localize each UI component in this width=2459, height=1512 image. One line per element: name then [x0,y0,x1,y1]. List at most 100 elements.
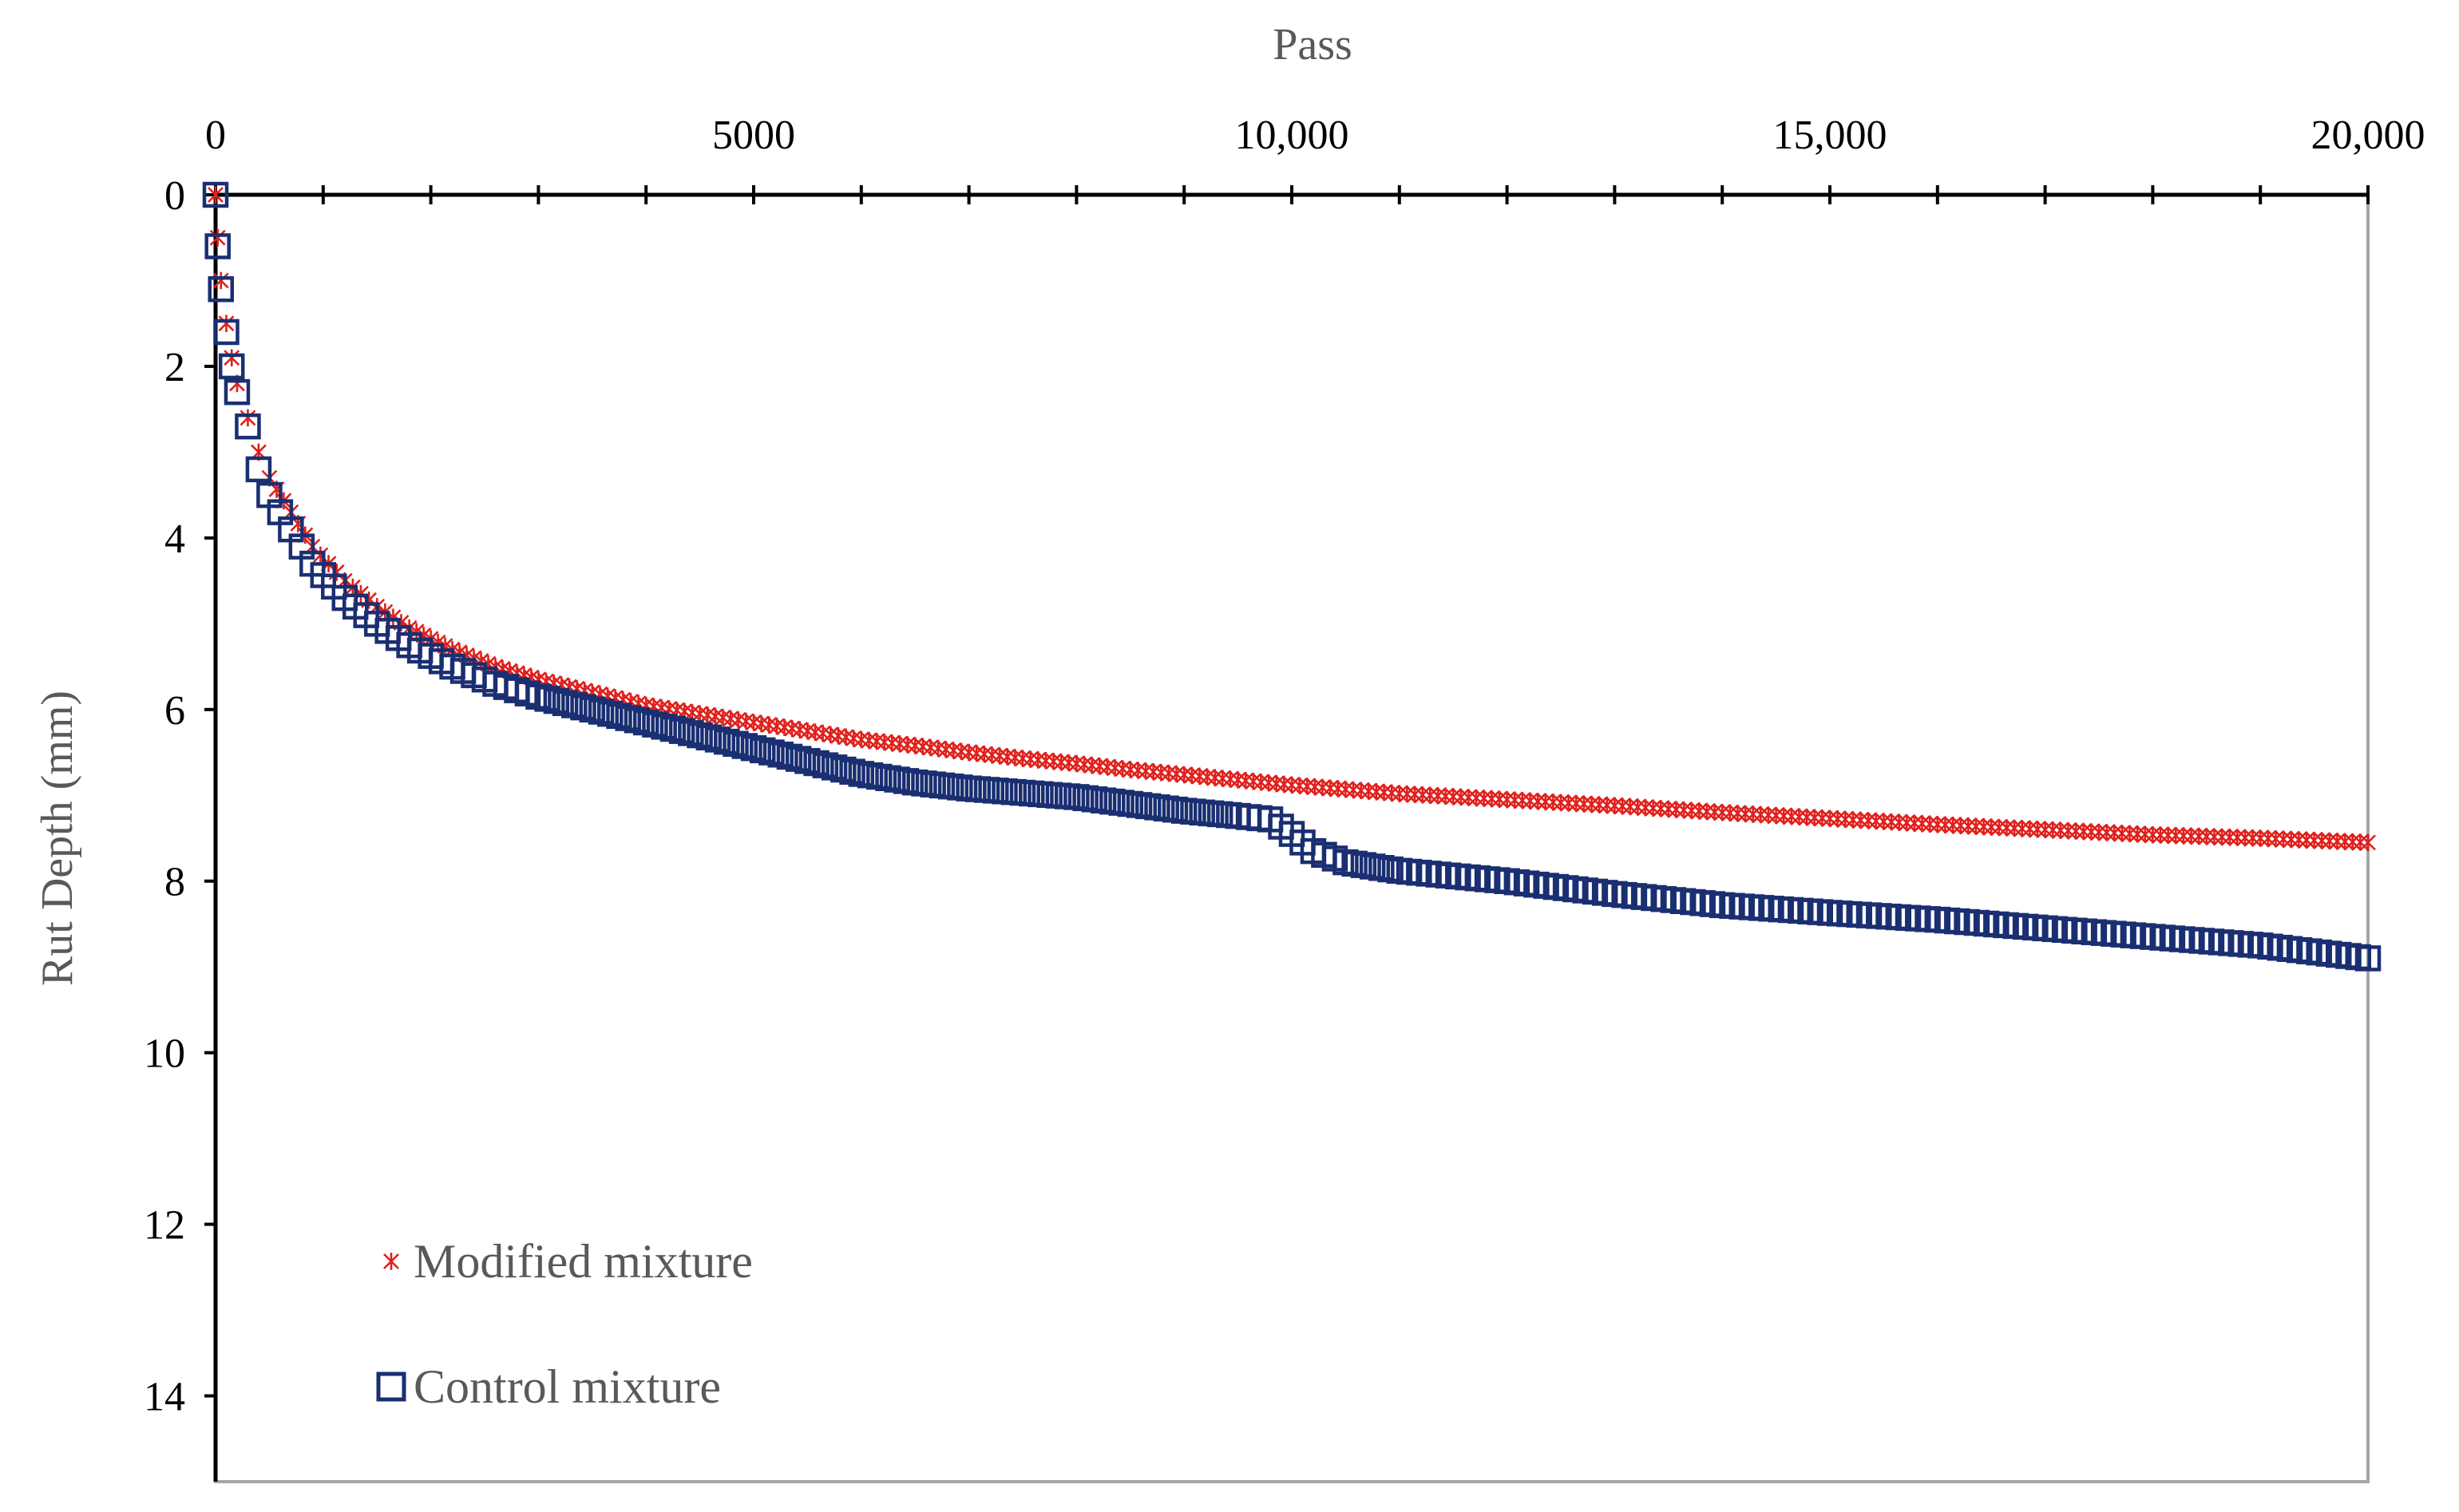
modified-point-277 [2321,832,2338,850]
control-point-60 [767,741,794,768]
modified-point-282 [2360,833,2376,852]
modified-point-243 [2060,821,2077,840]
modified-point-247 [2091,823,2107,841]
modified-point-120 [1115,760,1131,778]
modified-point-248 [2098,824,2115,841]
modified-point-264 [2221,828,2238,846]
control-point-51 [687,722,713,749]
control-point-48 [659,715,687,742]
modified-point-270 [2267,829,2284,848]
control-point-62 [785,746,812,772]
modified-point-269 [2259,829,2276,848]
modified-point-274 [2299,831,2314,849]
x-tick-label-1: 5000 [712,113,795,158]
control-point-65 [812,752,839,778]
modified-point-266 [2237,829,2253,847]
modified-point-238 [2021,820,2038,838]
modified-point-95 [922,738,939,757]
modified-point-6 [240,409,256,427]
control-point-42 [606,703,632,730]
modified-point-108 [1022,750,1039,768]
modified-point-25 [393,614,410,631]
modified-point-276 [2314,832,2330,849]
modified-point-4 [224,349,240,366]
modified-point-265 [2229,829,2246,846]
series-square [202,181,2382,972]
y-tick-label-5: 10 [144,1031,185,1077]
modified-point-268 [2252,829,2269,847]
modified-point-262 [2206,828,2223,845]
control-point-61 [776,743,803,770]
y-axis-title: Rut Depth (mm) [33,691,82,986]
modified-point-0 [208,186,224,204]
modified-point-115 [1076,755,1092,774]
modified-point-271 [2275,830,2292,848]
modified-point-251 [2121,825,2138,843]
modified-point-242 [2052,821,2069,839]
modified-point-103 [984,746,1000,764]
modified-point-1 [209,228,226,247]
control-point-36 [552,690,579,716]
y-tick-label-7: 14 [144,1375,185,1420]
control-point-55 [723,730,749,758]
modified-point-226 [1929,816,1946,833]
control-point-67 [830,756,857,783]
modified-point-136 [1237,772,1254,790]
modified-point-246 [2083,823,2100,841]
modified-point-87 [861,731,877,750]
y-tick-label-6: 12 [144,1203,185,1249]
modified-point-141 [1276,775,1293,794]
control-point-33 [525,683,552,710]
modified-point-112 [1053,753,1070,771]
legend: Modified mixture Control mixture [376,1235,753,1413]
control-point-46 [642,711,668,738]
control-point-41 [597,700,624,727]
modified-point-134 [1222,770,1238,788]
modified-point-139 [1261,774,1277,792]
control-point-52 [695,724,723,750]
modified-point-113 [1060,754,1077,772]
modified-point-227 [1937,816,1954,834]
control-point-50 [678,720,704,746]
modified-point-259 [2183,827,2200,845]
modified-point-130 [1191,767,1208,786]
control-point-45 [632,709,659,736]
modified-point-241 [2045,821,2061,839]
modified-point-231 [1968,817,1984,835]
modified-point-99 [953,742,969,761]
control-point-3 [213,319,240,346]
control-point-34 [534,686,560,712]
modified-point-127 [1168,765,1185,783]
modified-point-254 [2144,825,2161,844]
control-point-35 [543,687,570,714]
modified-point-255 [2152,826,2168,844]
control-point-39 [579,696,606,723]
control-point-56 [731,733,758,759]
modified-point-96 [930,739,947,758]
modified-point-138 [1253,773,1269,791]
control-point-7 [245,456,272,483]
x-axis-title: Pass [1273,20,1352,69]
control-point-44 [624,707,651,734]
control-point-47 [651,714,677,740]
modified-point-140 [1268,774,1285,793]
modified-point-133 [1214,770,1231,787]
modified-point-88 [869,732,885,750]
control-point-4 [218,353,245,380]
modified-point-128 [1176,766,1193,784]
series-asterisk [208,186,2376,852]
control-point-53 [704,726,731,753]
modified-point-245 [2075,822,2092,841]
control-point-0 [202,181,229,208]
modified-point-101 [968,744,985,762]
control-point-59 [758,739,785,766]
legend-marker-modified [383,1253,399,1270]
y-tick-label-3: 6 [164,688,185,734]
modified-point-234 [1990,818,2007,837]
modified-point-106 [1007,749,1024,766]
modified-point-117 [1091,757,1108,775]
modified-point-256 [2160,826,2176,845]
control-point-6 [235,413,261,440]
control-point-37 [561,692,588,718]
